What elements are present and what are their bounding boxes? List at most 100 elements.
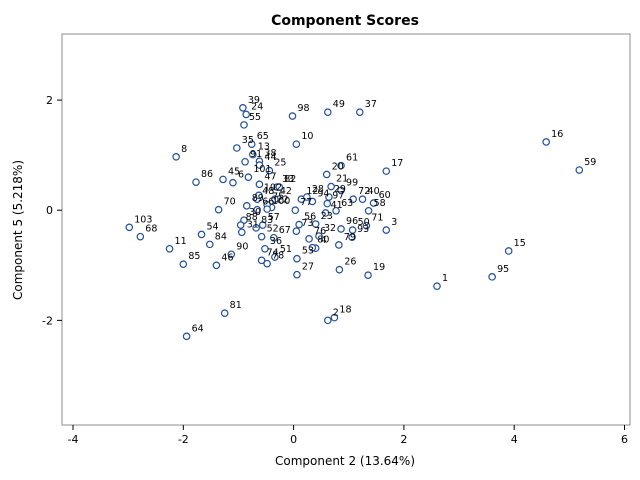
data-point-label: 30 bbox=[249, 207, 261, 218]
data-point-label: 84 bbox=[215, 231, 227, 242]
data-point-label: 98 bbox=[298, 103, 310, 114]
data-point bbox=[239, 103, 247, 112]
data-point-label: 102 bbox=[264, 182, 282, 193]
data-point bbox=[261, 244, 269, 253]
data-point bbox=[257, 256, 266, 265]
data-point-label: 24 bbox=[251, 101, 263, 112]
data-point-label: 77 bbox=[300, 197, 312, 208]
data-point bbox=[332, 206, 340, 215]
data-point-label: 80 bbox=[317, 235, 329, 246]
data-point-label: 20 bbox=[332, 161, 344, 172]
x-tick-label: 6 bbox=[621, 433, 628, 446]
data-point bbox=[241, 157, 249, 166]
x-tick-label: 2 bbox=[400, 433, 407, 446]
data-point-label: 36 bbox=[270, 236, 282, 247]
data-point-label: 4 bbox=[321, 235, 327, 246]
data-point bbox=[348, 226, 357, 234]
data-point bbox=[275, 183, 284, 191]
data-point bbox=[355, 108, 364, 117]
data-point-label: 40 bbox=[368, 186, 380, 197]
data-point bbox=[542, 138, 550, 146]
x-axis-label: Component 2 (13.64%) bbox=[275, 454, 415, 468]
data-point-label: 55 bbox=[249, 112, 261, 123]
data-point bbox=[308, 243, 317, 252]
data-point bbox=[292, 227, 301, 235]
data-point bbox=[292, 140, 301, 148]
data-point-label: 79 bbox=[344, 232, 356, 243]
data-point bbox=[253, 205, 262, 214]
data-point-label: 12 bbox=[306, 186, 318, 197]
data-point-label: 39 bbox=[248, 95, 260, 106]
y-axis-label: Component 5 (5.218%) bbox=[11, 160, 25, 300]
data-point-label: 53 bbox=[302, 246, 314, 257]
data-point-label: 35 bbox=[242, 135, 254, 146]
y-tick-label: 2 bbox=[46, 94, 53, 107]
data-point-label: 28 bbox=[312, 184, 324, 195]
data-point-label: 54 bbox=[207, 221, 219, 232]
data-point bbox=[335, 265, 344, 274]
data-point bbox=[258, 221, 267, 229]
data-point bbox=[240, 121, 248, 129]
data-point bbox=[337, 186, 345, 195]
data-point bbox=[364, 206, 373, 215]
data-point bbox=[271, 253, 279, 261]
data-point bbox=[136, 232, 145, 241]
data-point-label: 56 bbox=[304, 212, 316, 223]
data-point-label: 66 bbox=[262, 197, 274, 208]
data-point-label: 61 bbox=[346, 153, 358, 164]
data-point bbox=[364, 271, 372, 280]
x-tick-label: -2 bbox=[178, 433, 189, 446]
data-point-label: 3 bbox=[391, 217, 397, 228]
data-point bbox=[269, 233, 278, 242]
data-point-label: 82 bbox=[284, 174, 296, 185]
data-point-label: 89 bbox=[252, 193, 264, 204]
data-point-label: 103 bbox=[134, 214, 152, 225]
data-point bbox=[504, 247, 513, 255]
data-point bbox=[205, 240, 214, 249]
data-point-label: 41 bbox=[331, 200, 343, 211]
data-point-label: 11 bbox=[175, 236, 187, 247]
data-point-label: 52 bbox=[267, 224, 279, 235]
data-point-label: 59 bbox=[584, 157, 596, 168]
data-point-label: 47 bbox=[264, 171, 276, 182]
data-point bbox=[244, 173, 253, 181]
data-point bbox=[179, 260, 188, 268]
y-axis: -2 0 2 bbox=[42, 94, 62, 327]
data-point bbox=[337, 161, 345, 170]
data-point bbox=[369, 199, 378, 207]
data-point bbox=[212, 261, 221, 270]
data-point bbox=[291, 206, 300, 215]
data-point bbox=[237, 228, 246, 237]
data-point-labels: 1234681011121315161718192021222324252627… bbox=[134, 95, 596, 335]
y-tick-label: -2 bbox=[42, 314, 53, 327]
data-point-label: 100 bbox=[272, 196, 290, 207]
data-point-label: 2 bbox=[333, 307, 339, 318]
data-point-label: 16 bbox=[551, 129, 563, 140]
data-point-label: 65 bbox=[257, 131, 269, 142]
data-point-label: 83 bbox=[261, 215, 273, 226]
data-point-label: 101 bbox=[253, 164, 271, 175]
data-point-label: 22 bbox=[277, 194, 289, 205]
data-point-label: 32 bbox=[324, 223, 336, 234]
data-point-label: 70 bbox=[224, 197, 236, 208]
data-point-label: 81 bbox=[230, 300, 242, 311]
data-point-label: 85 bbox=[188, 251, 200, 262]
data-point bbox=[271, 195, 279, 204]
data-point bbox=[293, 270, 301, 279]
data-point bbox=[311, 220, 320, 228]
data-point-label: 64 bbox=[192, 323, 204, 334]
data-point-label: 18 bbox=[339, 305, 351, 316]
plot-frame bbox=[61, 33, 631, 426]
data-point bbox=[265, 166, 274, 175]
data-point bbox=[220, 309, 229, 318]
data-point-label: 67 bbox=[279, 225, 291, 236]
data-point bbox=[197, 230, 206, 239]
y-tick-label: 0 bbox=[46, 204, 53, 217]
data-point-label: 86 bbox=[201, 169, 213, 180]
data-point bbox=[288, 112, 297, 120]
data-point-label: 91 bbox=[250, 149, 262, 160]
data-point bbox=[263, 259, 271, 268]
data-point-label: 48 bbox=[262, 186, 274, 197]
data-point-label: 93 bbox=[357, 224, 369, 235]
